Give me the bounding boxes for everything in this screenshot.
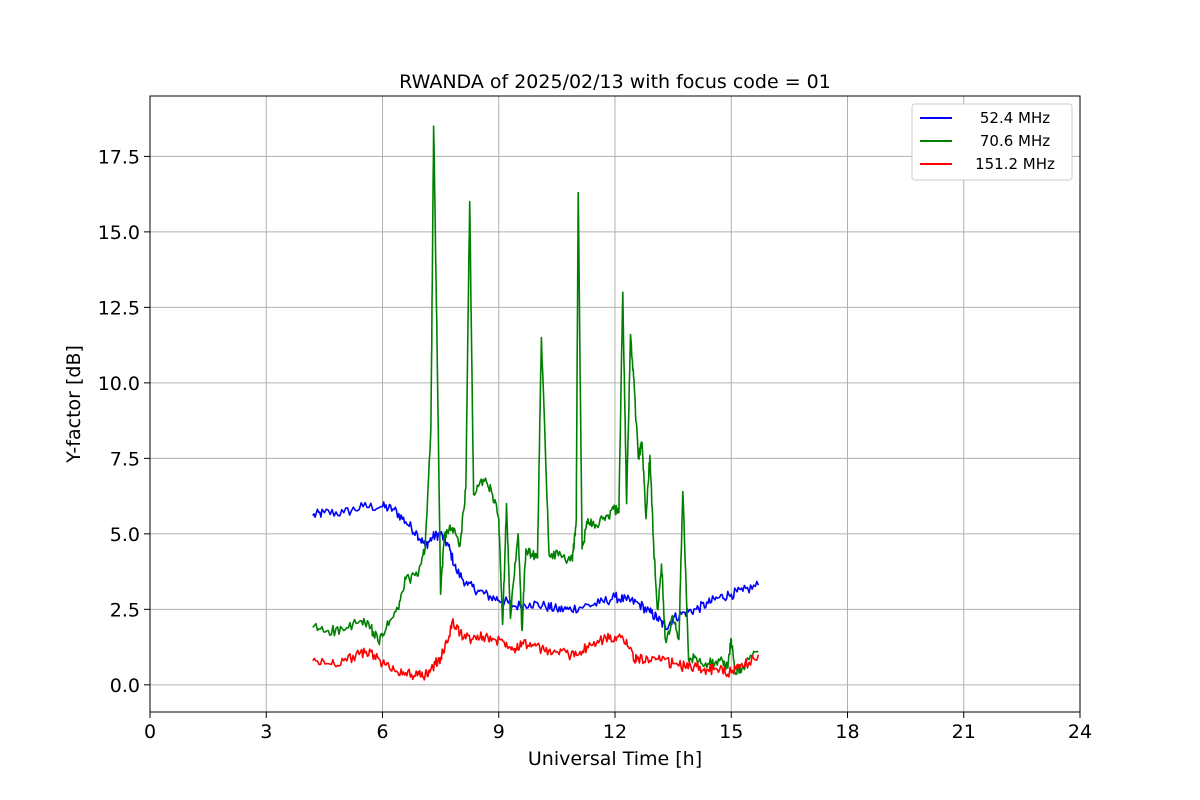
x-tick-label: 15: [719, 721, 743, 743]
y-tick-label: 17.5: [98, 146, 140, 168]
legend: 52.4 MHz 70.6 MHz 151.2 MHz: [911, 103, 1073, 181]
y-tick-label: 2.5: [110, 599, 140, 621]
x-tick-label: 0: [144, 721, 156, 743]
y-axis-label: Y-factor [dB]: [63, 345, 85, 464]
x-tick-label: 6: [376, 721, 388, 743]
x-tick-label: 3: [260, 721, 272, 743]
series-line-70-6-mhz: [312, 125, 759, 676]
y-tick-label: 0.0: [110, 675, 140, 697]
series-layer: [312, 125, 760, 681]
y-tick-label: 5.0: [110, 524, 140, 546]
y-tick-label: 7.5: [110, 448, 140, 470]
legend-box: [911, 103, 1073, 181]
x-axis-ticks: 0 3 6 9 12 15 18 21 24: [144, 712, 1092, 743]
x-tick-label: 9: [493, 721, 505, 743]
legend-label: 52.4 MHz: [980, 109, 1050, 127]
x-axis-label: Universal Time [h]: [528, 748, 702, 770]
legend-label: 151.2 MHz: [975, 155, 1055, 173]
series-line-52-4-mhz: [312, 501, 760, 631]
x-tick-label: 21: [952, 721, 976, 743]
x-tick-label: 24: [1068, 721, 1092, 743]
y-axis-ticks: 0.0 2.5 5.0 7.5 10.0 12.5 15.0 17.5: [98, 146, 150, 697]
x-tick-label: 18: [835, 721, 859, 743]
series-line-151-2-mhz: [312, 618, 760, 681]
y-tick-label: 15.0: [98, 222, 140, 244]
y-tick-label: 12.5: [98, 297, 140, 319]
chart-title: RWANDA of 2025/02/13 with focus code = 0…: [399, 71, 831, 93]
legend-label: 70.6 MHz: [980, 132, 1050, 150]
y-tick-label: 10.0: [98, 373, 140, 395]
x-tick-label: 12: [603, 721, 627, 743]
